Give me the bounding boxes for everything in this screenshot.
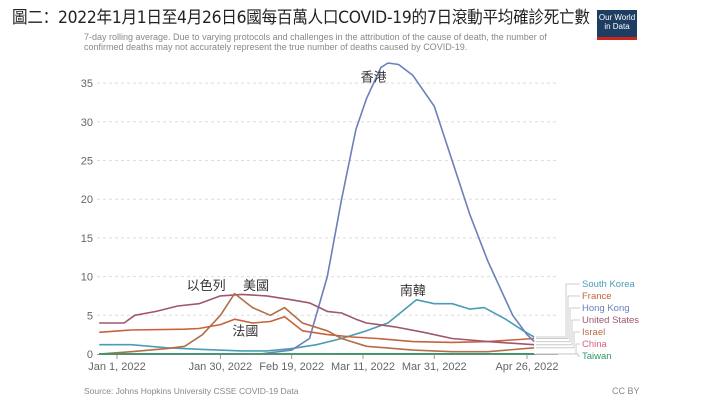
y-tick-label: 30	[81, 117, 93, 129]
legend-label: United States	[582, 315, 639, 326]
legend-connector	[536, 295, 580, 340]
x-tick-label: Mar 31, 2022	[402, 361, 467, 373]
y-tick-label: 25	[81, 156, 93, 168]
x-tick-label: Jan 30, 2022	[189, 361, 253, 373]
chart-annotation: 以色列	[187, 278, 226, 294]
x-tick-label: Feb 19, 2022	[259, 361, 324, 373]
x-tick-label: Jan 1, 2022	[88, 361, 146, 373]
legend-connector	[536, 307, 580, 343]
y-tick-label: 20	[81, 194, 93, 206]
legend-connector	[536, 343, 580, 355]
legend-connector	[536, 319, 580, 346]
legend-label: France	[582, 291, 612, 302]
page-title: 圖二：2022年1月1日至4月26日6國每百萬人口COVID-19的7日滾動平均…	[12, 8, 590, 28]
x-tick-label: Apr 26, 2022	[495, 361, 558, 373]
y-tick-label: 15	[81, 233, 93, 245]
chart-annotation: 香港	[361, 71, 387, 86]
series-line-israel	[99, 292, 535, 355]
legend-connector	[536, 353, 580, 357]
legend-connector	[536, 283, 580, 338]
license-label[interactable]: CC BY	[612, 386, 640, 396]
series-line-united-states	[99, 293, 535, 346]
owid-logo[interactable]: Our World in Data	[597, 10, 637, 40]
y-tick-label: 35	[81, 78, 93, 90]
x-tick-label: Mar 11, 2022	[331, 361, 395, 373]
legend-connector	[536, 331, 580, 349]
legend-label: South Korea	[582, 279, 636, 290]
series-line-south-korea	[99, 299, 535, 352]
legend-label: China	[582, 339, 608, 350]
chart-annotation: 南韓	[400, 283, 426, 299]
y-tick-label: 5	[87, 310, 93, 322]
legend-label: Hong Kong	[582, 303, 630, 314]
series-line-france	[99, 316, 535, 344]
y-tick-label: 0	[87, 349, 93, 361]
legend-label: Israel	[582, 327, 605, 338]
series-line-hong-kong	[99, 62, 535, 355]
source-note: Source: Johns Hopkins University CSSE CO…	[84, 386, 299, 396]
chart-subtitle: 7-day rolling average. Due to varying pr…	[84, 32, 547, 52]
chart-annotation: 美國	[243, 279, 269, 294]
legend-label: Taiwan	[582, 351, 612, 362]
y-tick-label: 10	[81, 272, 93, 284]
chart-annotation: 法國	[232, 324, 258, 339]
